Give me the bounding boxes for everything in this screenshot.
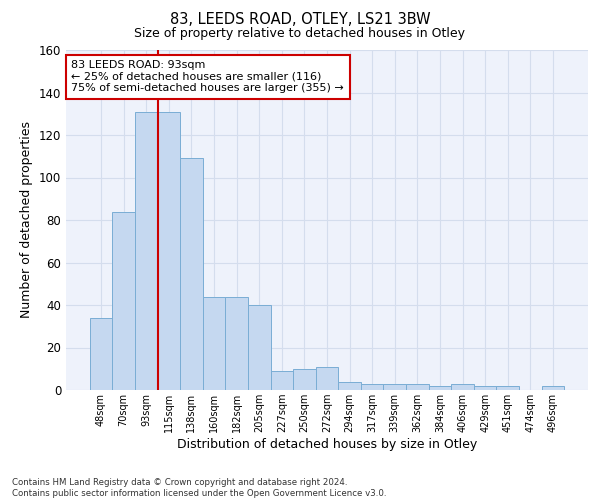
Bar (383, 384, 406, 390)
Bar (428, 386, 451, 390)
Bar (158, 112, 180, 390)
Bar (180, 158, 203, 390)
Bar (271, 371, 293, 390)
Text: Size of property relative to detached houses in Otley: Size of property relative to detached ho… (134, 28, 466, 40)
Text: 83, LEEDS ROAD, OTLEY, LS21 3BW: 83, LEEDS ROAD, OTLEY, LS21 3BW (170, 12, 430, 28)
Y-axis label: Number of detached properties: Number of detached properties (20, 122, 33, 318)
Bar (496, 386, 519, 390)
Bar (338, 382, 361, 390)
Bar (293, 369, 316, 390)
Bar (474, 386, 496, 390)
Bar (542, 386, 564, 390)
X-axis label: Distribution of detached houses by size in Otley: Distribution of detached houses by size … (177, 438, 477, 451)
Bar (112, 212, 135, 390)
Bar (361, 384, 383, 390)
Bar (90, 318, 112, 390)
Bar (406, 384, 428, 390)
Bar (451, 384, 474, 390)
Bar (316, 366, 338, 390)
Bar (226, 296, 248, 390)
Bar (248, 305, 271, 390)
Text: Contains HM Land Registry data © Crown copyright and database right 2024.
Contai: Contains HM Land Registry data © Crown c… (12, 478, 386, 498)
Text: 83 LEEDS ROAD: 93sqm
← 25% of detached houses are smaller (116)
75% of semi-deta: 83 LEEDS ROAD: 93sqm ← 25% of detached h… (71, 60, 344, 94)
Bar (203, 296, 226, 390)
Bar (135, 112, 158, 390)
